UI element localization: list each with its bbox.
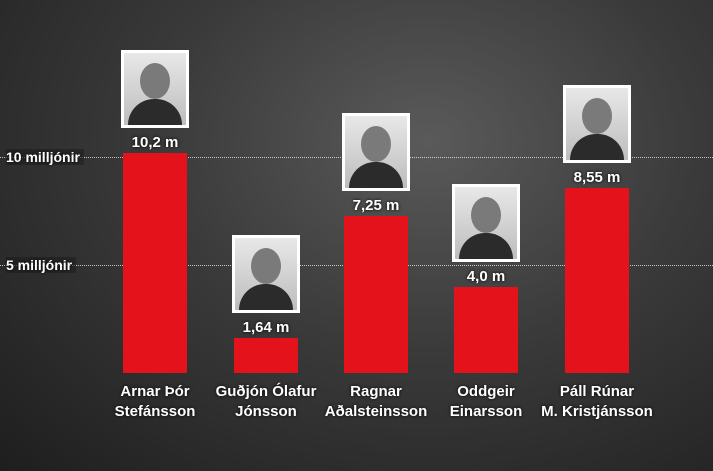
x-tick-label: Páll Rúnar M. Kristjánsson — [541, 383, 653, 420]
value-label: 4,0 m — [466, 267, 506, 285]
bar — [565, 188, 629, 373]
y-tick-label: 10 milljónir — [6, 149, 84, 165]
x-tick-label: Ragnar Aðalsteinsson — [324, 383, 428, 420]
value-label: 10,2 m — [131, 133, 179, 151]
bar — [123, 152, 187, 373]
x-tick-label: Oddgeir Einarsson — [449, 383, 523, 420]
bar — [234, 337, 298, 373]
value-label: 1,64 m — [242, 318, 290, 336]
bar — [454, 286, 518, 373]
y-tick-label: 5 milljónir — [6, 257, 77, 273]
value-label: 8,55 m — [573, 169, 621, 187]
portrait — [342, 113, 410, 192]
portrait — [452, 183, 520, 262]
x-tick-label: Guðjón Ólafur Jónsson — [215, 383, 317, 420]
portrait — [232, 234, 300, 313]
portrait — [121, 49, 189, 128]
bar — [344, 216, 408, 373]
x-tick-label: Arnar Þór Stefánsson — [114, 383, 196, 420]
value-label: 7,25 m — [352, 197, 400, 215]
portrait — [563, 85, 631, 164]
